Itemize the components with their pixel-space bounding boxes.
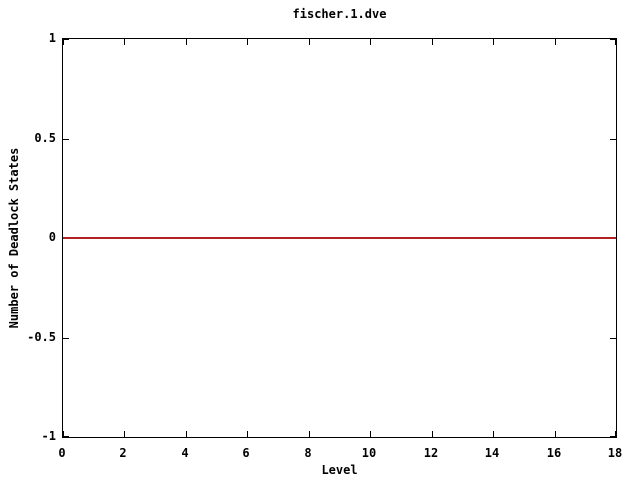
x-tick-mark-mirror [370,39,371,45]
x-tick-label: 16 [546,446,562,460]
y-tick-mark [63,338,69,339]
y-tick-mark-mirror [610,39,616,40]
x-tick-mark-mirror [309,39,310,45]
x-tick-mark [615,431,616,437]
x-tick-mark [370,431,371,437]
y-tick-label: 0.5 [34,131,56,145]
x-tick-label: 4 [181,446,189,460]
x-axis-label: Level [321,463,358,477]
x-tick-mark-mirror [615,39,616,45]
y-tick-label: -0.5 [27,330,56,344]
x-tick-mark [63,431,64,437]
x-tick-label: 10 [361,446,377,460]
x-tick-mark [186,431,187,437]
plot-area [62,38,617,438]
y-tick-mark [63,436,69,437]
y-tick-mark [63,139,69,140]
x-tick-mark [124,431,125,437]
x-tick-mark-mirror [63,39,64,45]
x-tick-label: 8 [304,446,312,460]
x-tick-mark [555,431,556,437]
y-tick-mark-mirror [610,436,616,437]
y-tick-label: 0 [48,230,56,244]
x-tick-mark [309,431,310,437]
x-tick-mark [247,431,248,437]
chart-title: fischer.1.dve [292,7,387,21]
y-tick-mark-mirror [610,338,616,339]
x-tick-mark-mirror [124,39,125,45]
x-tick-label: 14 [484,446,500,460]
y-tick-mark-mirror [610,139,616,140]
x-tick-mark-mirror [186,39,187,45]
y-tick-mark [63,39,69,40]
x-tick-mark-mirror [432,39,433,45]
x-tick-mark-mirror [493,39,494,45]
x-tick-label: 6 [242,446,250,460]
x-tick-mark [432,431,433,437]
x-tick-label: 2 [119,446,127,460]
series-line-deadlock-states [63,237,616,239]
x-tick-mark-mirror [247,39,248,45]
y-tick-label: -1 [41,429,56,443]
x-tick-mark [493,431,494,437]
y-tick-label: 1 [48,31,56,45]
x-tick-label: 0 [58,446,66,460]
x-tick-mark-mirror [555,39,556,45]
x-tick-label: 12 [423,446,439,460]
x-tick-label: 18 [607,446,623,460]
